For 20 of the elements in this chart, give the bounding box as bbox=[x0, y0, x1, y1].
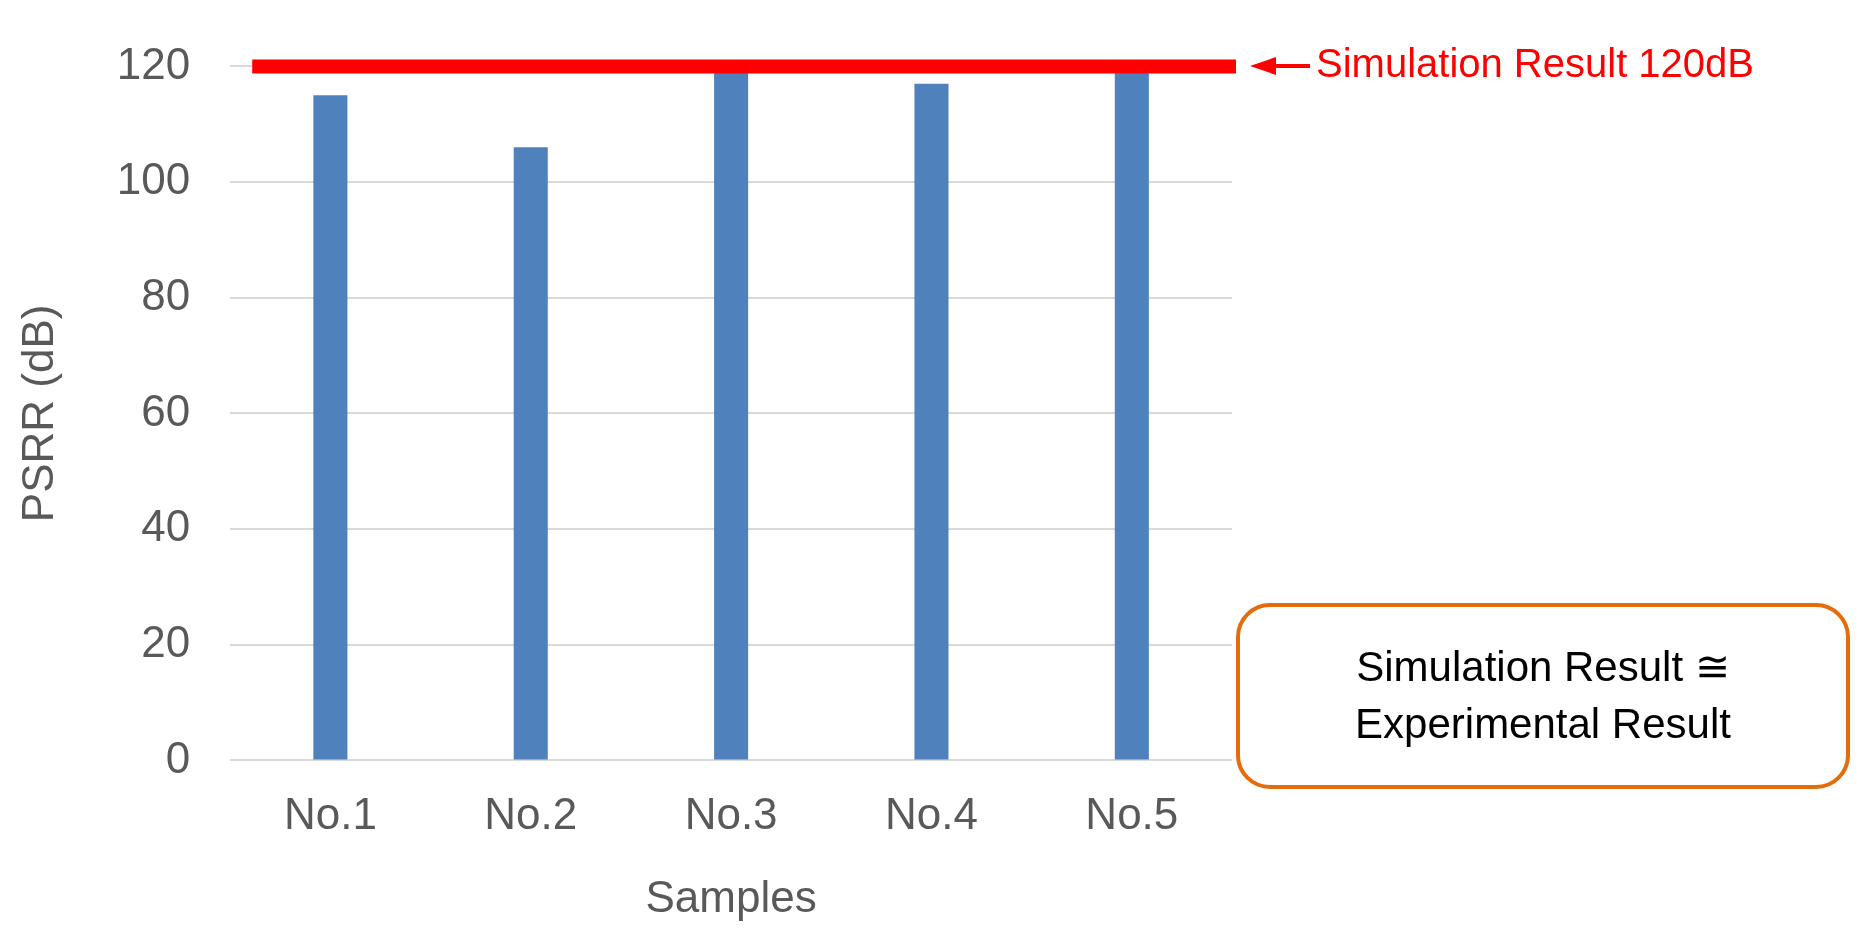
y-tick-label: 0 bbox=[165, 732, 191, 782]
x-tick-label: No.4 bbox=[884, 788, 978, 838]
bar bbox=[513, 147, 548, 760]
x-tick-label: No.3 bbox=[684, 788, 778, 838]
y-tick-label: 100 bbox=[116, 154, 191, 204]
x-tick-label: No.5 bbox=[1085, 788, 1179, 838]
x-tick-label: No.1 bbox=[283, 788, 377, 838]
y-tick-label: 80 bbox=[141, 269, 191, 319]
x-axis-title: Samples bbox=[645, 871, 817, 921]
bar bbox=[313, 95, 348, 760]
ref-line-label: Simulation Result 120dB bbox=[1316, 41, 1755, 86]
bar bbox=[1114, 72, 1149, 760]
y-tick-label: 40 bbox=[141, 501, 191, 551]
bar bbox=[714, 72, 749, 760]
y-tick-label: 20 bbox=[141, 616, 191, 666]
y-tick-label: 60 bbox=[141, 385, 191, 435]
y-axis-title: PSRR (dB) bbox=[12, 304, 62, 523]
bar bbox=[914, 83, 949, 760]
y-tick-label: 120 bbox=[116, 38, 191, 88]
x-tick-label: No.2 bbox=[484, 788, 578, 838]
